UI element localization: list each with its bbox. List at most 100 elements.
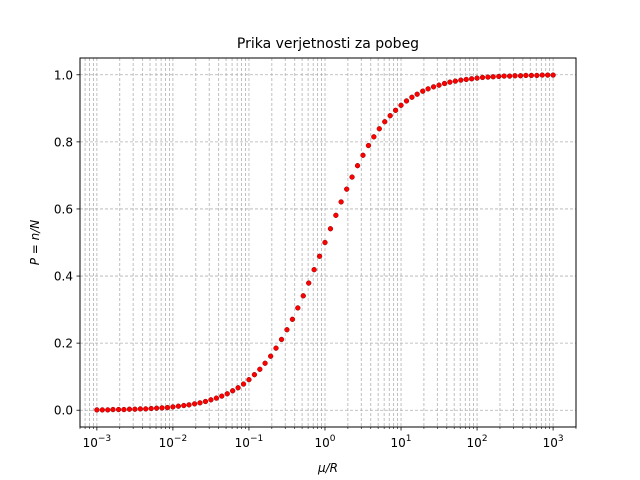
data-point: [447, 79, 453, 85]
data-point: [479, 74, 486, 81]
data-point: [376, 126, 382, 132]
data-point: [148, 405, 154, 412]
data-point: [219, 393, 225, 399]
data-point: [338, 199, 344, 205]
data-point: [262, 360, 268, 366]
data-point: [224, 391, 230, 397]
data-point: [441, 80, 448, 87]
data-point: [316, 253, 323, 259]
data-point: [496, 73, 502, 80]
y-tick-label: 0.6: [54, 202, 73, 216]
data-point: [289, 316, 296, 322]
data-point: [414, 91, 420, 97]
data-point: [523, 72, 529, 79]
data-point: [295, 305, 301, 311]
y-axis-label: P = n/N: [28, 220, 42, 266]
data-point: [175, 403, 182, 409]
y-tick-label: 0.0: [54, 404, 73, 418]
data-point: [191, 401, 198, 407]
data-point: [170, 404, 176, 410]
y-tick-label: 1.0: [54, 68, 73, 82]
data-point: [354, 163, 361, 169]
data-point: [550, 72, 556, 78]
data-point: [186, 402, 192, 408]
data-point: [284, 327, 290, 333]
data-point: [398, 102, 404, 108]
data-point: [311, 267, 317, 273]
data-point: [501, 73, 507, 79]
data-point: [436, 82, 442, 88]
data-point: [300, 293, 306, 299]
data-point: [387, 113, 393, 119]
data-point: [512, 73, 518, 79]
data-point: [110, 406, 116, 413]
data-point: [517, 73, 524, 79]
axis-ticks: 0.0 0.2 0.4 0.6 0.8 1.0 10−3 10−2 10−1 100 101 102 1…: [54, 68, 577, 450]
y-tick-label: 0.4: [54, 270, 73, 284]
data-point: [425, 86, 431, 92]
data-point: [382, 119, 388, 125]
data-point: [409, 94, 415, 100]
data-point: [333, 212, 339, 218]
data-point: [458, 77, 464, 83]
data-point: [360, 152, 366, 158]
x-tick-label: 100: [314, 434, 335, 450]
data-point: [534, 72, 540, 79]
data-point: [153, 405, 160, 411]
data-point: [257, 366, 263, 372]
x-tick-label: 10−1: [235, 434, 264, 450]
axes-frame: [79, 57, 577, 428]
y-tick-label: 0.2: [54, 337, 73, 351]
chart-title: Prika verjetnosti za pobeg: [237, 36, 419, 52]
data-point: [306, 280, 312, 286]
data-point: [430, 84, 437, 90]
data-point: [468, 76, 475, 82]
data-point: [159, 405, 165, 411]
data-points: [94, 72, 556, 413]
data-point: [474, 75, 480, 81]
data-point: [115, 406, 122, 413]
data-point: [545, 72, 551, 78]
data-point: [485, 74, 491, 80]
data-point: [420, 88, 426, 94]
data-point: [132, 406, 138, 412]
x-tick-label: 101: [391, 434, 412, 450]
data-point: [143, 406, 149, 412]
data-point: [349, 174, 355, 180]
data-point: [208, 397, 214, 403]
data-point: [213, 395, 220, 401]
data-point: [528, 72, 535, 79]
data-point: [344, 186, 350, 192]
data-point: [137, 406, 143, 412]
data-point: [490, 74, 496, 80]
x-axis-label: μ/R: [317, 461, 338, 475]
data-point: [273, 345, 279, 351]
data-point: [392, 107, 399, 113]
data-point: [539, 72, 545, 78]
data-point: [246, 377, 252, 383]
data-point: [327, 226, 334, 232]
data-point: [371, 134, 377, 140]
data-point: [164, 404, 171, 411]
data-point: [105, 407, 111, 413]
data-point: [235, 385, 241, 391]
x-tick-label: 10−2: [159, 434, 188, 450]
data-point: [197, 400, 203, 406]
x-tick-label: 103: [543, 434, 564, 450]
data-point: [94, 407, 100, 413]
data-point: [403, 98, 410, 104]
data-point: [121, 406, 127, 413]
x-tick-label: 102: [467, 434, 488, 450]
data-point: [506, 73, 513, 79]
data-point: [240, 381, 247, 387]
data-point: [268, 353, 274, 359]
data-point: [251, 372, 258, 378]
data-point: [181, 402, 187, 409]
data-point: [365, 142, 372, 149]
grid: [79, 58, 577, 427]
x-tick-label: 10−3: [83, 434, 112, 450]
data-point: [230, 388, 236, 394]
data-point: [202, 398, 209, 405]
